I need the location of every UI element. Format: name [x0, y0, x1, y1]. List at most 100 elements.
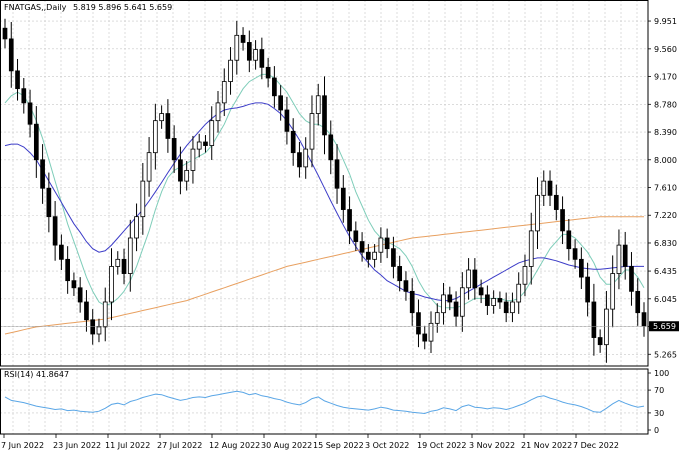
candle-body — [604, 308, 609, 346]
candle-body — [171, 138, 177, 161]
x-tick-label: 21 Nov 2022 — [521, 441, 572, 450]
y-tick-label: 6.045 — [654, 295, 677, 304]
candle-body — [566, 230, 572, 250]
candle-body — [641, 312, 647, 327]
candle-body — [96, 326, 102, 335]
ma-mid-line — [4, 102, 644, 302]
y-tick-label: 7.220 — [654, 211, 677, 220]
candle-body — [190, 148, 196, 171]
candle-body — [441, 294, 446, 314]
candle-body — [366, 251, 371, 260]
candle-body — [284, 109, 290, 132]
candle-body — [416, 312, 421, 335]
x-tick-label: 15 Sep 2022 — [313, 441, 364, 450]
header-title: FNATGAS,,Daily 5.819 5.896 5.641 5.659 — [4, 3, 172, 12]
candle-body — [397, 266, 403, 282]
candle-body — [178, 159, 183, 182]
last-price-tag — [649, 321, 679, 332]
candle-body — [391, 248, 396, 267]
x-tick-label: 7 Dec 2022 — [573, 441, 619, 450]
candle-body — [328, 134, 334, 161]
x-tick-label: 3 Nov 2022 — [469, 441, 515, 450]
ohlc-values: 5.819 5.896 5.641 5.659 — [72, 3, 173, 12]
candle-body — [140, 180, 146, 218]
x-tick-label: 19 Oct 2022 — [417, 441, 466, 450]
x-tick-label: 27 Jul 2022 — [157, 441, 202, 450]
candle-body — [403, 280, 409, 292]
candle-body — [65, 258, 70, 282]
candle-body — [109, 266, 114, 303]
candle-body — [497, 298, 503, 303]
candle-body — [409, 290, 415, 314]
candle-body — [15, 70, 20, 90]
candle-body — [459, 287, 465, 317]
candle-body — [378, 237, 384, 253]
candle-body — [21, 88, 27, 104]
candle-body — [547, 180, 553, 196]
candle-body — [528, 230, 534, 267]
x-tick-label: 12 Aug 2022 — [209, 441, 260, 450]
x-tick-label: 3 Oct 2022 — [365, 441, 409, 450]
candle-body — [297, 152, 302, 168]
candle-body — [485, 294, 490, 306]
rsi-tick-label: 70 — [654, 386, 664, 395]
candle-body — [52, 216, 58, 246]
candle-body — [359, 241, 365, 253]
candle-body — [253, 49, 258, 61]
candle-body — [572, 248, 578, 260]
y-tick-label: 8.780 — [654, 100, 677, 109]
candle-body — [353, 230, 359, 242]
candle-body — [491, 298, 496, 306]
candle-body — [71, 280, 77, 289]
candle-body — [622, 244, 628, 267]
rsi-tick-label: 0 — [654, 426, 659, 435]
candle-body — [33, 123, 39, 161]
y-tick-label: 6.830 — [654, 239, 677, 248]
y-tick-label: 9.951 — [654, 17, 677, 26]
y-tick-label: 5.265 — [654, 350, 677, 359]
candle-body — [234, 34, 240, 61]
candle-body — [153, 120, 158, 154]
candle-body — [303, 148, 309, 168]
y-tick-label: 6.435 — [654, 267, 677, 276]
y-tick-label: 8.390 — [654, 128, 677, 137]
candle-body — [541, 180, 547, 196]
candle-body — [434, 312, 440, 324]
candle-body — [240, 34, 246, 43]
candle-body — [46, 187, 52, 218]
candle-body — [209, 120, 215, 146]
candle-body — [553, 194, 559, 210]
candle-body — [309, 113, 315, 150]
rsi-tick-label: 30 — [654, 409, 664, 418]
y-tick-label: 9.560 — [654, 45, 677, 54]
candle-body — [453, 301, 459, 317]
y-tick-label: 7.610 — [654, 184, 677, 193]
candle-body — [27, 102, 33, 125]
candle-body — [579, 258, 584, 278]
candle-body — [196, 141, 202, 150]
candle-body — [322, 95, 327, 136]
candle-body — [102, 301, 108, 328]
x-tick-label: 30 Aug 2022 — [261, 441, 312, 450]
candle-body — [215, 102, 221, 122]
candle-body — [560, 209, 565, 232]
rsi-tick-label: 100 — [654, 369, 669, 378]
candle-body — [372, 251, 377, 260]
candle-body — [2, 27, 8, 40]
candle-body — [478, 287, 484, 296]
candle-body — [184, 170, 190, 182]
x-tick-label: 23 Jun 2022 — [53, 441, 101, 450]
candle-body — [522, 266, 528, 285]
candle-body — [246, 42, 252, 61]
candle-body — [315, 95, 321, 114]
candle-body — [466, 269, 471, 289]
main-border — [0, 0, 649, 367]
rsi-line — [4, 390, 645, 415]
candle-body — [472, 269, 478, 289]
candle-body — [59, 244, 64, 260]
candle-body — [447, 294, 453, 303]
candle-body — [585, 276, 590, 303]
candle-body — [84, 301, 89, 321]
rsi-pane — [0, 369, 648, 434]
